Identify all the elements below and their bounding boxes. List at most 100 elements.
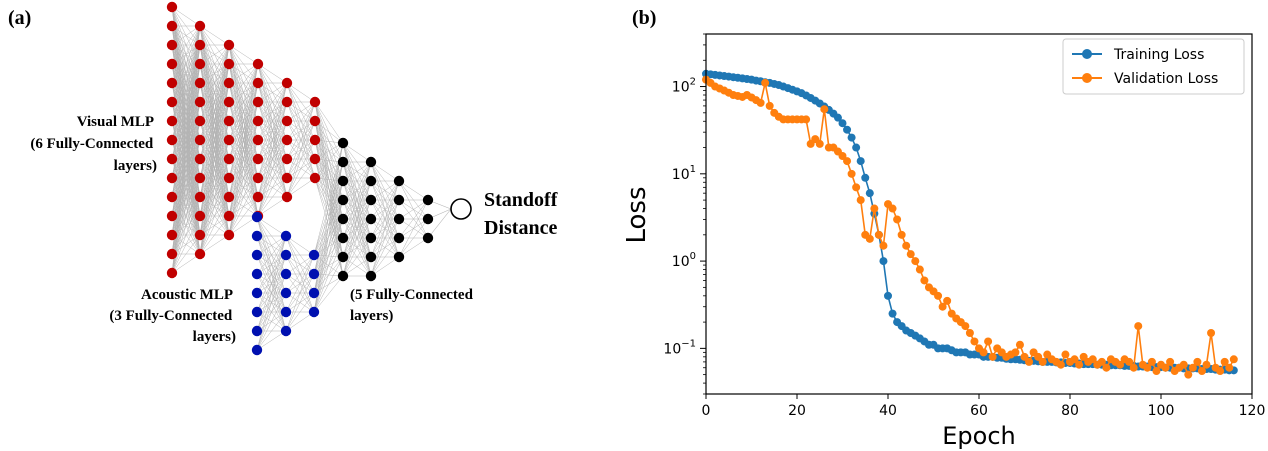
- legend-label-validation-loss: Validation Loss: [1114, 71, 1218, 87]
- visual-mlp-label: Visual MLP (6 Fully-Connected layers): [30, 114, 157, 174]
- visual-node: [309, 134, 321, 146]
- network-edge: [257, 158, 288, 217]
- visual-node: [281, 115, 293, 127]
- network-edge: [199, 158, 230, 255]
- x-tick-label: 120: [1239, 403, 1266, 419]
- data-point-training: [888, 309, 897, 318]
- data-point-validation: [1166, 357, 1175, 366]
- data-point-training: [884, 291, 892, 300]
- network-edge: [286, 101, 316, 122]
- data-point-validation: [1179, 360, 1188, 369]
- network-edge: [285, 292, 315, 332]
- visual-node: [166, 248, 178, 260]
- network-edge: [398, 199, 429, 258]
- fused-node: [393, 232, 405, 244]
- fused-node: [422, 194, 434, 206]
- network-edge: [199, 44, 230, 255]
- acoustic-node: [251, 287, 263, 299]
- acoustic-node: [251, 306, 263, 318]
- data-point-validation: [1143, 363, 1152, 372]
- x-tick-label: 80: [1061, 403, 1079, 419]
- network-edge: [257, 139, 288, 217]
- network-edge: [228, 82, 259, 236]
- network-edge: [256, 216, 287, 237]
- visual-node: [223, 229, 235, 241]
- fused-node: [337, 156, 349, 168]
- network-edge: [313, 142, 344, 275]
- network-edge: [370, 180, 400, 258]
- data-point-training: [865, 189, 874, 198]
- visual-node: [223, 134, 235, 146]
- network-edge: [199, 44, 230, 122]
- visual-node: [309, 153, 321, 165]
- network-edge: [171, 101, 201, 274]
- network-edge: [199, 25, 230, 46]
- legend-box: [1062, 38, 1245, 95]
- visual-node: [252, 134, 264, 146]
- network-edge: [228, 196, 259, 236]
- y-axis-label: Loss: [622, 186, 652, 243]
- data-point-validation: [1015, 340, 1024, 349]
- network-edge: [370, 180, 400, 239]
- data-point-validation: [1025, 357, 1034, 366]
- data-point-validation: [1097, 357, 1106, 366]
- visual-node: [194, 229, 206, 241]
- visual-node: [166, 96, 178, 108]
- visual-node: [281, 77, 293, 89]
- network-edge: [171, 25, 201, 217]
- visual-node: [166, 267, 178, 279]
- data-point-validation: [1161, 363, 1170, 372]
- visual-node: [194, 115, 206, 127]
- y-tick-label: 100: [672, 251, 696, 270]
- network-nodes: [166, 1, 434, 356]
- network-edge: [228, 139, 259, 236]
- network-edge: [313, 256, 344, 313]
- data-point-validation: [802, 115, 811, 124]
- output-label: Standoff Distance: [484, 189, 562, 239]
- data-point-validation: [1038, 357, 1047, 366]
- fused-node: [365, 194, 377, 206]
- network-edge: [256, 254, 287, 351]
- series-validation-loss: [702, 75, 1238, 379]
- data-point-training: [838, 119, 847, 128]
- network-edge: [257, 63, 288, 84]
- data-point-validation: [911, 257, 920, 266]
- visual-node: [194, 172, 206, 184]
- fused-node: [393, 251, 405, 263]
- network-edge: [171, 63, 201, 274]
- x-tick-label: 40: [879, 403, 897, 419]
- network-edge: [171, 234, 201, 274]
- data-point-validation: [1184, 370, 1193, 379]
- data-point-validation: [1129, 363, 1138, 372]
- network-edge: [228, 63, 259, 122]
- network-edge: [370, 180, 400, 201]
- visual-node: [194, 153, 206, 165]
- data-point-validation: [1229, 355, 1238, 364]
- network-edge: [199, 82, 230, 255]
- data-point-validation: [965, 328, 974, 337]
- visual-node: [194, 77, 206, 89]
- network-edge: [199, 101, 230, 255]
- visual-node: [252, 58, 264, 70]
- network-edge: [370, 237, 400, 277]
- visual-node: [223, 210, 235, 222]
- network-edge: [199, 196, 230, 255]
- data-point-validation: [1152, 367, 1161, 376]
- data-point-validation: [1116, 360, 1125, 369]
- network-edge: [256, 311, 287, 351]
- fused-node: [393, 175, 405, 187]
- data-point-validation: [815, 139, 824, 148]
- network-edge: [342, 180, 372, 277]
- network-edge: [342, 142, 372, 163]
- data-point-validation: [938, 302, 947, 311]
- visual-node: [166, 1, 178, 13]
- visual-node: [309, 172, 321, 184]
- network-edge: [171, 25, 201, 274]
- network-edge: [313, 180, 344, 313]
- visual-node: [166, 153, 178, 165]
- data-point-training: [843, 125, 852, 134]
- network-edge: [256, 330, 287, 351]
- fused-node: [393, 194, 405, 206]
- data-point-validation: [1216, 367, 1225, 376]
- visual-node: [166, 115, 178, 127]
